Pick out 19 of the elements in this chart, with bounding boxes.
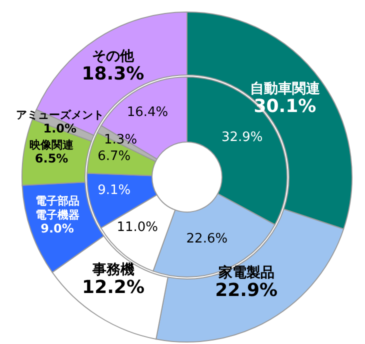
data-label: 16.4%: [126, 105, 168, 120]
data-label: 6.7%: [98, 148, 131, 164]
slice-label: 自動車関連: [250, 80, 321, 97]
slice-label: 事務機: [91, 262, 134, 278]
slice-label: アミューズメント: [16, 108, 104, 122]
data-label: 9.1%: [98, 183, 131, 198]
data-label: 9.0%: [40, 222, 74, 236]
slice-label: その他: [92, 48, 135, 65]
data-label: 6.5%: [34, 151, 68, 166]
data-label: 11.0%: [116, 220, 158, 235]
data-label: 32.9%: [221, 130, 263, 146]
slice-label: 映像関連: [30, 138, 75, 152]
data-label: 1.0%: [43, 121, 77, 136]
slice-label: 家電製品: [217, 264, 274, 281]
data-label: 18.3%: [82, 64, 144, 85]
slice-label: 電子部品電子機器: [35, 194, 80, 222]
data-label: 22.6%: [186, 231, 228, 246]
data-label: 22.9%: [215, 280, 278, 301]
data-label: 12.2%: [82, 277, 145, 298]
